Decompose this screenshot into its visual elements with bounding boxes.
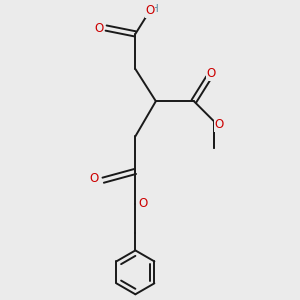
Text: O: O bbox=[138, 197, 147, 210]
Text: O: O bbox=[94, 22, 104, 34]
Text: O: O bbox=[214, 118, 224, 131]
Text: O: O bbox=[207, 67, 216, 80]
Text: O: O bbox=[90, 172, 99, 185]
Text: O: O bbox=[146, 4, 154, 17]
Text: H: H bbox=[151, 4, 158, 14]
